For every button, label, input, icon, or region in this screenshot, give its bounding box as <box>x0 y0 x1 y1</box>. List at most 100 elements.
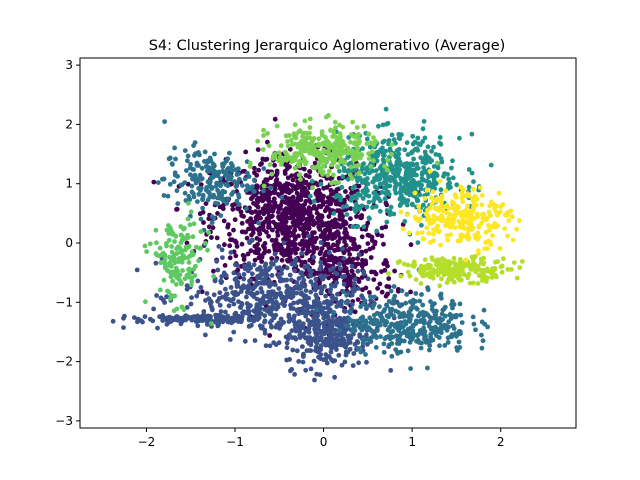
data-point <box>470 280 476 286</box>
data-point <box>173 233 179 239</box>
data-point <box>456 262 462 268</box>
data-point <box>398 209 404 215</box>
data-point <box>397 159 403 165</box>
data-point <box>274 123 280 129</box>
data-point <box>273 237 279 243</box>
data-point <box>258 253 264 259</box>
data-point <box>248 265 254 271</box>
data-point <box>305 245 311 250</box>
data-point <box>488 162 494 168</box>
data-point <box>456 339 462 345</box>
data-point <box>207 178 213 184</box>
data-point <box>286 251 292 257</box>
data-point <box>325 325 331 331</box>
data-point <box>231 301 237 307</box>
data-point <box>233 167 239 173</box>
data-point <box>341 200 347 205</box>
data-point <box>437 343 442 349</box>
data-point <box>471 179 476 185</box>
data-point <box>359 327 365 333</box>
data-point <box>232 179 237 184</box>
data-point <box>341 159 347 165</box>
data-point <box>288 302 293 308</box>
data-point <box>260 194 266 199</box>
data-point <box>292 223 298 229</box>
data-point <box>227 337 233 342</box>
data-point <box>431 217 436 223</box>
data-point <box>360 344 366 349</box>
data-point <box>178 182 184 188</box>
data-point <box>302 239 308 245</box>
data-point <box>350 224 356 230</box>
data-point <box>438 293 443 299</box>
data-point <box>296 299 301 305</box>
data-point <box>395 288 401 294</box>
data-point <box>227 231 232 237</box>
data-point <box>421 202 426 208</box>
data-point <box>185 216 191 222</box>
data-point <box>351 351 357 356</box>
data-point <box>204 322 210 327</box>
data-point <box>346 248 351 253</box>
data-point <box>369 318 375 323</box>
data-point <box>337 141 342 146</box>
data-point <box>467 225 473 231</box>
data-point <box>271 189 277 195</box>
data-point <box>270 204 276 209</box>
data-point <box>325 236 331 242</box>
data-point <box>186 271 192 277</box>
data-point <box>308 348 314 353</box>
data-point <box>230 296 236 302</box>
x-tick-label: −2 <box>138 435 156 449</box>
data-point <box>272 251 278 257</box>
data-point <box>351 157 356 163</box>
data-point <box>338 302 344 308</box>
data-point <box>440 317 445 322</box>
data-point <box>172 239 177 244</box>
data-point <box>420 302 426 308</box>
data-point <box>427 205 433 211</box>
data-point <box>329 273 335 279</box>
data-point <box>347 172 353 178</box>
data-point <box>432 301 437 306</box>
data-point <box>511 260 517 265</box>
data-point <box>405 152 411 158</box>
data-point <box>380 139 386 145</box>
data-point <box>446 205 452 211</box>
data-point <box>454 333 459 339</box>
data-point <box>384 175 390 181</box>
data-point <box>172 293 178 299</box>
data-point <box>178 240 184 246</box>
data-point <box>274 223 280 229</box>
data-point <box>437 178 443 184</box>
data-point <box>186 260 192 265</box>
data-point <box>311 199 317 204</box>
data-point <box>171 308 177 314</box>
data-point <box>374 228 380 234</box>
data-point <box>450 158 455 164</box>
data-point <box>313 338 318 344</box>
data-point <box>488 270 494 276</box>
data-point <box>267 310 273 315</box>
data-point <box>227 243 233 249</box>
data-point <box>258 286 264 291</box>
data-point <box>388 368 394 373</box>
data-point <box>335 164 340 170</box>
data-point <box>487 203 492 209</box>
data-point <box>218 181 224 187</box>
data-point <box>309 269 314 274</box>
data-point <box>439 193 445 199</box>
data-point <box>387 212 393 217</box>
data-point <box>340 246 345 252</box>
data-point <box>325 302 331 308</box>
data-point <box>214 180 220 186</box>
data-point <box>445 340 451 345</box>
data-point <box>214 258 220 264</box>
data-point <box>142 243 148 249</box>
data-point <box>391 284 397 289</box>
data-point <box>196 318 202 323</box>
data-point <box>160 314 166 320</box>
data-point <box>198 182 204 188</box>
data-point <box>308 366 314 372</box>
data-point <box>502 226 508 232</box>
